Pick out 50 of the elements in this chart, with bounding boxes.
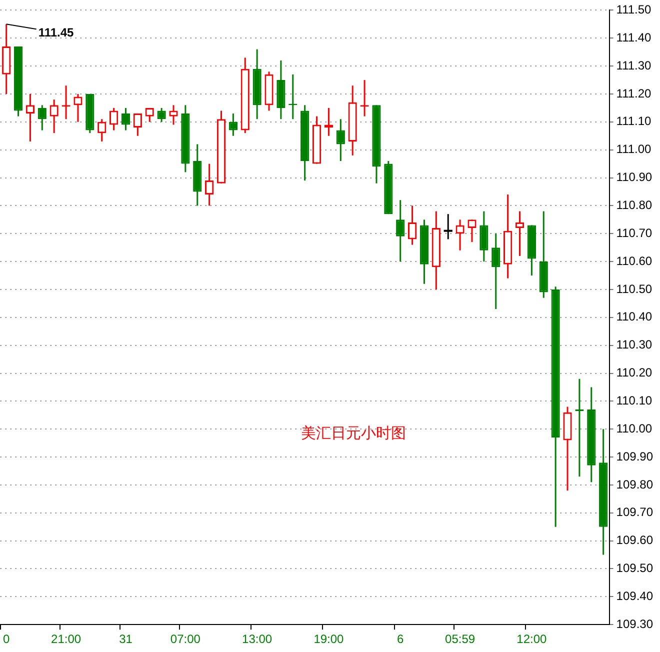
candlestick [408, 204, 417, 246]
x-tick-label: 05:59 [445, 632, 476, 646]
annotation: 111.45 [38, 25, 74, 40]
y-tick-label: 110.00 [616, 421, 652, 436]
y-tick-label: 110.40 [616, 310, 652, 324]
y-tick-label: 110.20 [616, 366, 652, 380]
y-tick-label: 111.40 [616, 30, 652, 44]
candlestick [336, 118, 345, 162]
candlestick [26, 93, 35, 142]
candlestick [515, 210, 524, 257]
y-tick-label: 109.80 [616, 477, 654, 492]
candlestick [157, 107, 166, 123]
y-tick-label: 109.30 [616, 616, 654, 631]
annotation: 美汇日元小时图 [301, 424, 406, 442]
y-tick-label: 111.10 [616, 114, 652, 128]
y-tick-label: 110.60 [616, 254, 652, 268]
candlestick [169, 104, 178, 126]
y-tick-label: 110.50 [616, 282, 652, 296]
y-tick-label: 111.50 [616, 2, 652, 17]
y-tick-label: 109.90 [616, 449, 654, 464]
x-tick-label: 13:00 [242, 632, 272, 646]
y-tick-label: 110.90 [616, 170, 652, 184]
candlestick [38, 104, 46, 132]
candlestick [396, 199, 405, 262]
x-tick-label: 0 [2, 632, 10, 646]
candlestick [50, 98, 58, 134]
x-tick-label: 07:00 [170, 632, 201, 646]
x-tick-label: 31 [119, 632, 133, 646]
y-tick-label: 109.50 [616, 561, 654, 576]
x-tick-label: 19:00 [314, 632, 344, 646]
y-tick-label: 110.80 [616, 198, 652, 212]
y-tick-label: 110.10 [616, 393, 652, 408]
y-tick-label: 110.70 [616, 226, 652, 240]
x-tick-label: 21:00 [51, 632, 82, 646]
y-tick-label: 109.70 [616, 505, 654, 520]
y-tick-label: 110.30 [616, 338, 652, 352]
candlestick [480, 210, 488, 262]
x-tick-label: 12:00 [516, 632, 548, 646]
y-tick-label: 109.60 [616, 533, 654, 548]
candlestick [575, 378, 584, 478]
candlestick [468, 218, 476, 243]
candlestick [228, 112, 238, 137]
candlestick [456, 218, 464, 252]
y-tick-label: 109.40 [616, 588, 654, 603]
y-tick-label: 111.30 [616, 58, 652, 72]
y-tick-label: 111.00 [616, 142, 652, 156]
candlestick [74, 93, 82, 123]
y-tick-label: 111.20 [616, 86, 652, 100]
x-tick-label: 6 [397, 632, 404, 646]
candlestick [492, 232, 500, 310]
